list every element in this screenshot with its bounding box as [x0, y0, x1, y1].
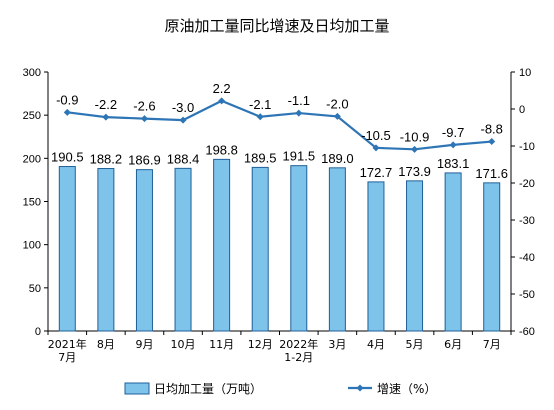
left-tick-label: 0: [35, 326, 41, 338]
bar: [251, 166, 269, 332]
right-tick-label: 0: [519, 104, 525, 116]
bar-value-label: 183.1: [437, 156, 470, 171]
growth-value-label: -10.9: [400, 129, 430, 144]
bar: [444, 172, 462, 332]
growth-value-label: -0.9: [56, 92, 78, 107]
bar: [213, 158, 231, 332]
bar-value-label: 189.5: [244, 150, 277, 165]
bar-value-label: 189.0: [321, 151, 354, 166]
right-tick-label: -60: [519, 326, 535, 338]
right-tick-label: -30: [519, 215, 535, 227]
legend-line-marker: [356, 384, 364, 392]
bar: [290, 165, 308, 332]
left-tick-label: 250: [23, 110, 41, 122]
bar: [328, 167, 346, 332]
x-tick-label: 11月: [209, 338, 234, 351]
right-tick-label: -10: [519, 141, 535, 153]
growth-marker: [449, 141, 457, 149]
growth-marker: [63, 108, 71, 116]
growth-marker: [372, 144, 380, 152]
bar-value-label: 172.7: [360, 165, 393, 180]
growth-value-label: -2.2: [95, 97, 117, 112]
right-tick-label: 10: [519, 67, 531, 79]
x-tick-label: 7月: [483, 338, 501, 351]
bar-value-label: 173.9: [398, 164, 431, 179]
left-tick-label: 300: [23, 67, 41, 79]
left-tick-label: 50: [29, 283, 41, 295]
growth-value-label: -3.0: [172, 100, 194, 115]
growth-value-label: -2.1: [249, 97, 271, 112]
left-tick-label: 100: [23, 240, 41, 252]
x-tick-label: 1-2月: [284, 351, 313, 364]
growth-marker: [295, 109, 303, 117]
left-tick-label: 200: [23, 153, 41, 165]
bar: [406, 180, 424, 332]
bar-value-label: 186.9: [128, 153, 161, 168]
x-tick-label: 3月: [328, 338, 346, 351]
data-labels: 190.5 188.2 186.9 188.4 198.8 189.5 191.5 189.0…: [51, 81, 508, 181]
bar-value-label: 188.2: [90, 152, 123, 167]
chart-title: 原油加工量同比增速及日均加工量: [164, 17, 389, 35]
x-tick-label: 10月: [171, 338, 196, 351]
axes: 0 50 100 150 200 250 300 -60 -50 -40 -30 -20 -10 0 10: [23, 67, 535, 338]
bar: [174, 167, 192, 332]
bar-value-label: 171.6: [475, 166, 508, 181]
growth-value-label: 2.2: [213, 81, 231, 96]
bar: [135, 169, 153, 332]
bar-value-label: 188.4: [167, 151, 200, 166]
legend-bar-swatch: [124, 382, 150, 395]
growth-marker: [488, 138, 496, 146]
x-tick-label: 2022年: [279, 337, 318, 351]
growth-marker: [411, 145, 419, 153]
bar-value-label: 190.5: [51, 150, 84, 165]
bar-value-label: 191.5: [283, 149, 316, 164]
growth-value-label: -2.6: [133, 99, 155, 114]
growth-value-label: -10.5: [361, 128, 391, 143]
growth-marker: [179, 116, 187, 124]
right-tick-label: -50: [519, 289, 535, 301]
growth-marker: [256, 113, 264, 121]
bar: [367, 181, 385, 332]
growth-marker: [102, 113, 110, 121]
growth-value-label: -1.1: [288, 93, 310, 108]
legend: 日均加工量（万吨） 增速（%）: [124, 382, 436, 396]
growth-marker: [140, 115, 148, 123]
x-tick-label: 9月: [135, 338, 153, 351]
growth-value-label: -9.7: [442, 125, 464, 140]
x-tick-label: 7月: [58, 351, 76, 364]
growth-value-label: -2.0: [326, 96, 348, 111]
bars: [58, 158, 501, 332]
x-tick-label: 4月: [367, 338, 385, 351]
x-tick-label: 12月: [248, 338, 273, 351]
legend-bar-label: 日均加工量（万吨）: [154, 382, 262, 396]
bar: [483, 182, 501, 332]
right-tick-label: -20: [519, 178, 535, 190]
x-tick-label: 5月: [406, 338, 424, 351]
growth-marker: [333, 112, 341, 120]
legend-line-label: 增速（%）: [377, 382, 436, 396]
growth-line-path: [67, 99, 492, 151]
bar-value-label: 198.8: [205, 142, 238, 157]
x-tick-label: 8月: [97, 338, 115, 351]
bar: [97, 168, 115, 332]
right-tick-label: -40: [519, 252, 535, 264]
growth-line: [63, 97, 496, 153]
x-tick-label: 6月: [444, 338, 462, 351]
x-tick-label: 2021年: [48, 337, 87, 351]
growth-marker: [218, 97, 226, 105]
growth-value-label: -8.8: [481, 122, 503, 137]
left-tick-label: 150: [23, 197, 41, 209]
bar: [58, 166, 76, 332]
